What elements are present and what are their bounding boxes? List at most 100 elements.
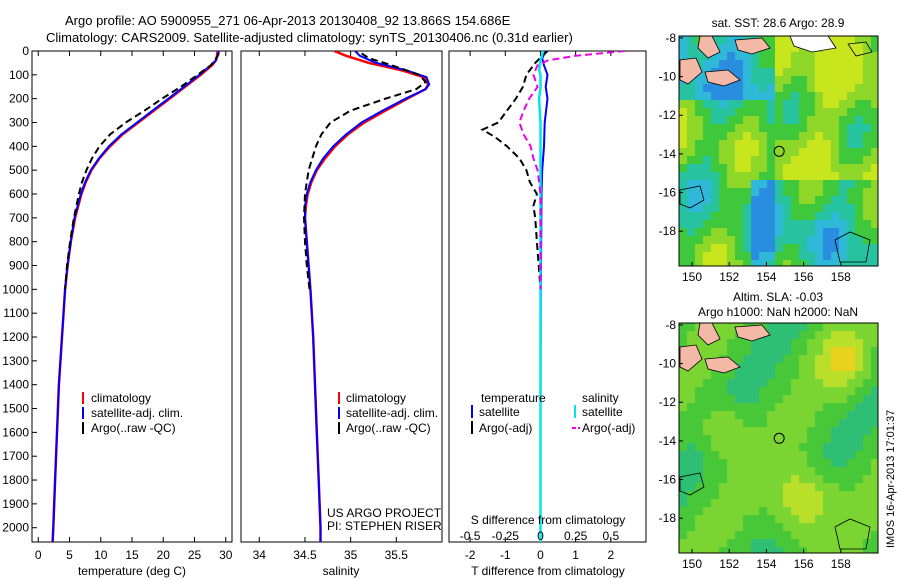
map-cell	[775, 427, 784, 436]
map-cell	[703, 475, 712, 484]
map-cell	[855, 36, 864, 45]
map-cell	[775, 236, 784, 245]
map-cell	[751, 140, 760, 149]
map-cell	[831, 467, 840, 476]
map-cell	[791, 475, 800, 484]
map-cell	[767, 451, 776, 460]
map-cell	[839, 371, 848, 380]
map-cell	[791, 76, 800, 85]
map-cell	[743, 172, 752, 181]
map-cell	[767, 419, 776, 428]
map-cell	[839, 379, 848, 388]
map-cell	[687, 443, 696, 452]
map-cell	[823, 395, 832, 404]
map-cell	[847, 459, 856, 468]
map-cell	[847, 60, 856, 69]
map-cell	[839, 100, 848, 109]
map-cell	[687, 124, 696, 133]
map-cell	[735, 491, 744, 500]
map-cell	[807, 339, 816, 348]
map-cell	[815, 212, 824, 221]
difference-x-tick-label: 2	[607, 548, 614, 562]
map-cell	[759, 148, 768, 157]
map-cell	[679, 132, 688, 141]
map-cell	[727, 228, 736, 237]
map-cell	[791, 547, 800, 553]
map-cell	[703, 212, 712, 221]
map-cell	[719, 140, 728, 149]
map-cell	[855, 44, 864, 53]
map-cell	[799, 467, 808, 476]
map-cell	[791, 323, 800, 332]
map-cell	[839, 403, 848, 412]
map-cell	[759, 459, 768, 468]
map-cell	[759, 395, 768, 404]
map-cell	[807, 379, 816, 388]
map-cell	[847, 403, 856, 412]
map-cell	[719, 60, 728, 69]
map-cell	[695, 100, 704, 109]
map-cell	[847, 124, 856, 133]
map-cell	[871, 323, 878, 332]
map-cell	[687, 84, 696, 93]
map-cell	[847, 244, 856, 253]
map-cell	[727, 132, 736, 141]
map-cell	[791, 395, 800, 404]
map-cell	[767, 92, 776, 101]
map-cell	[799, 84, 808, 93]
map-cell	[727, 331, 736, 340]
map-cell	[759, 124, 768, 133]
map-cell	[839, 443, 848, 452]
map-cell	[711, 459, 720, 468]
sst-map-panel: sat. SST: 28.6 Argo: 28.9 150 152 154 156 15…	[659, 16, 879, 284]
map-cell	[807, 331, 816, 340]
map-cell	[815, 164, 824, 173]
map-cell	[799, 323, 808, 332]
map-cell	[775, 132, 784, 141]
map-cell	[703, 371, 712, 380]
map-cell	[719, 347, 728, 356]
map-cell	[799, 196, 808, 205]
map-cell	[775, 515, 784, 524]
map-cell	[783, 451, 792, 460]
map-cell	[871, 403, 878, 412]
map-cell	[807, 523, 816, 532]
map-cell	[695, 547, 704, 553]
map-cell	[807, 196, 816, 205]
map-cell	[807, 156, 816, 165]
map-cell	[815, 260, 824, 266]
map-cell	[711, 547, 720, 553]
map-cell	[759, 363, 768, 372]
legend-label-t-argo: Argo(-adj)	[479, 421, 532, 435]
map-cell	[743, 196, 752, 205]
map-cell	[831, 547, 840, 553]
map-cell	[767, 499, 776, 508]
map-cell	[847, 531, 856, 540]
map-cell	[703, 108, 712, 117]
map-cell	[687, 52, 696, 61]
map-cell	[751, 116, 760, 125]
map-cell	[839, 531, 848, 540]
map-cell	[687, 483, 696, 492]
map-cell	[807, 451, 816, 460]
map-cell	[679, 252, 688, 261]
map-cell	[751, 347, 760, 356]
map-cell	[767, 379, 776, 388]
map-cell	[839, 347, 848, 356]
map-cell	[799, 387, 808, 396]
map-cell	[839, 323, 848, 332]
map-cell	[831, 220, 840, 229]
map-cell	[679, 547, 688, 553]
map-cell	[839, 539, 848, 548]
map-cell	[791, 379, 800, 388]
map-cell	[695, 475, 704, 484]
map-cell	[839, 467, 848, 476]
map-cell	[815, 507, 824, 516]
map-cell	[759, 220, 768, 229]
map-cell	[775, 252, 784, 261]
depth-tick-label: 1200	[2, 330, 29, 344]
map-cell	[871, 60, 878, 69]
map-cell	[775, 196, 784, 205]
map-cell	[831, 411, 840, 420]
map-cell	[815, 196, 824, 205]
